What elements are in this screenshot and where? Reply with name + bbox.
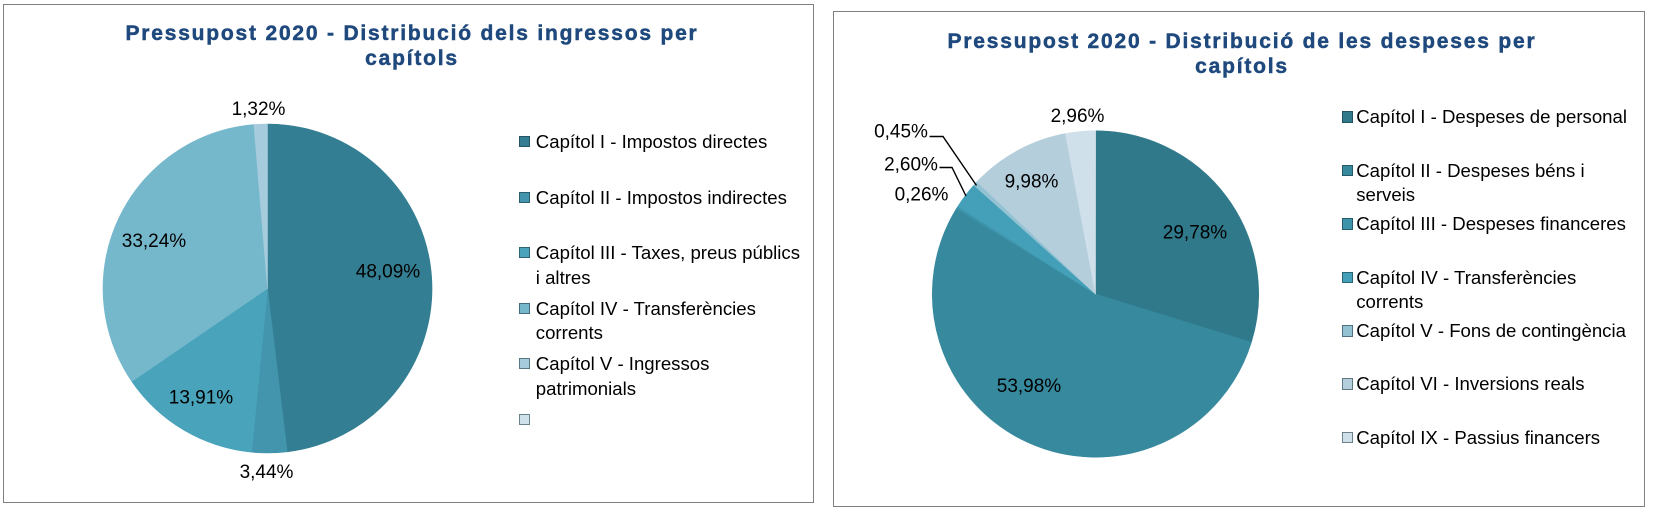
svg-text:0,26%: 0,26% [895,185,949,206]
svg-text:2,60%: 2,60% [884,154,938,175]
svg-text:1,32%: 1,32% [232,99,286,120]
svg-text:0,45%: 0,45% [874,122,928,143]
svg-text:29,78%: 29,78% [1163,222,1228,243]
svg-text:33,24%: 33,24% [122,231,187,252]
svg-text:2,96%: 2,96% [1051,106,1105,127]
svg-text:3,44%: 3,44% [240,462,294,483]
svg-text:53,98%: 53,98% [997,376,1062,397]
svg-text:13,91%: 13,91% [169,387,234,408]
svg-text:48,09%: 48,09% [356,262,421,283]
svg-text:9,98%: 9,98% [1005,171,1059,192]
